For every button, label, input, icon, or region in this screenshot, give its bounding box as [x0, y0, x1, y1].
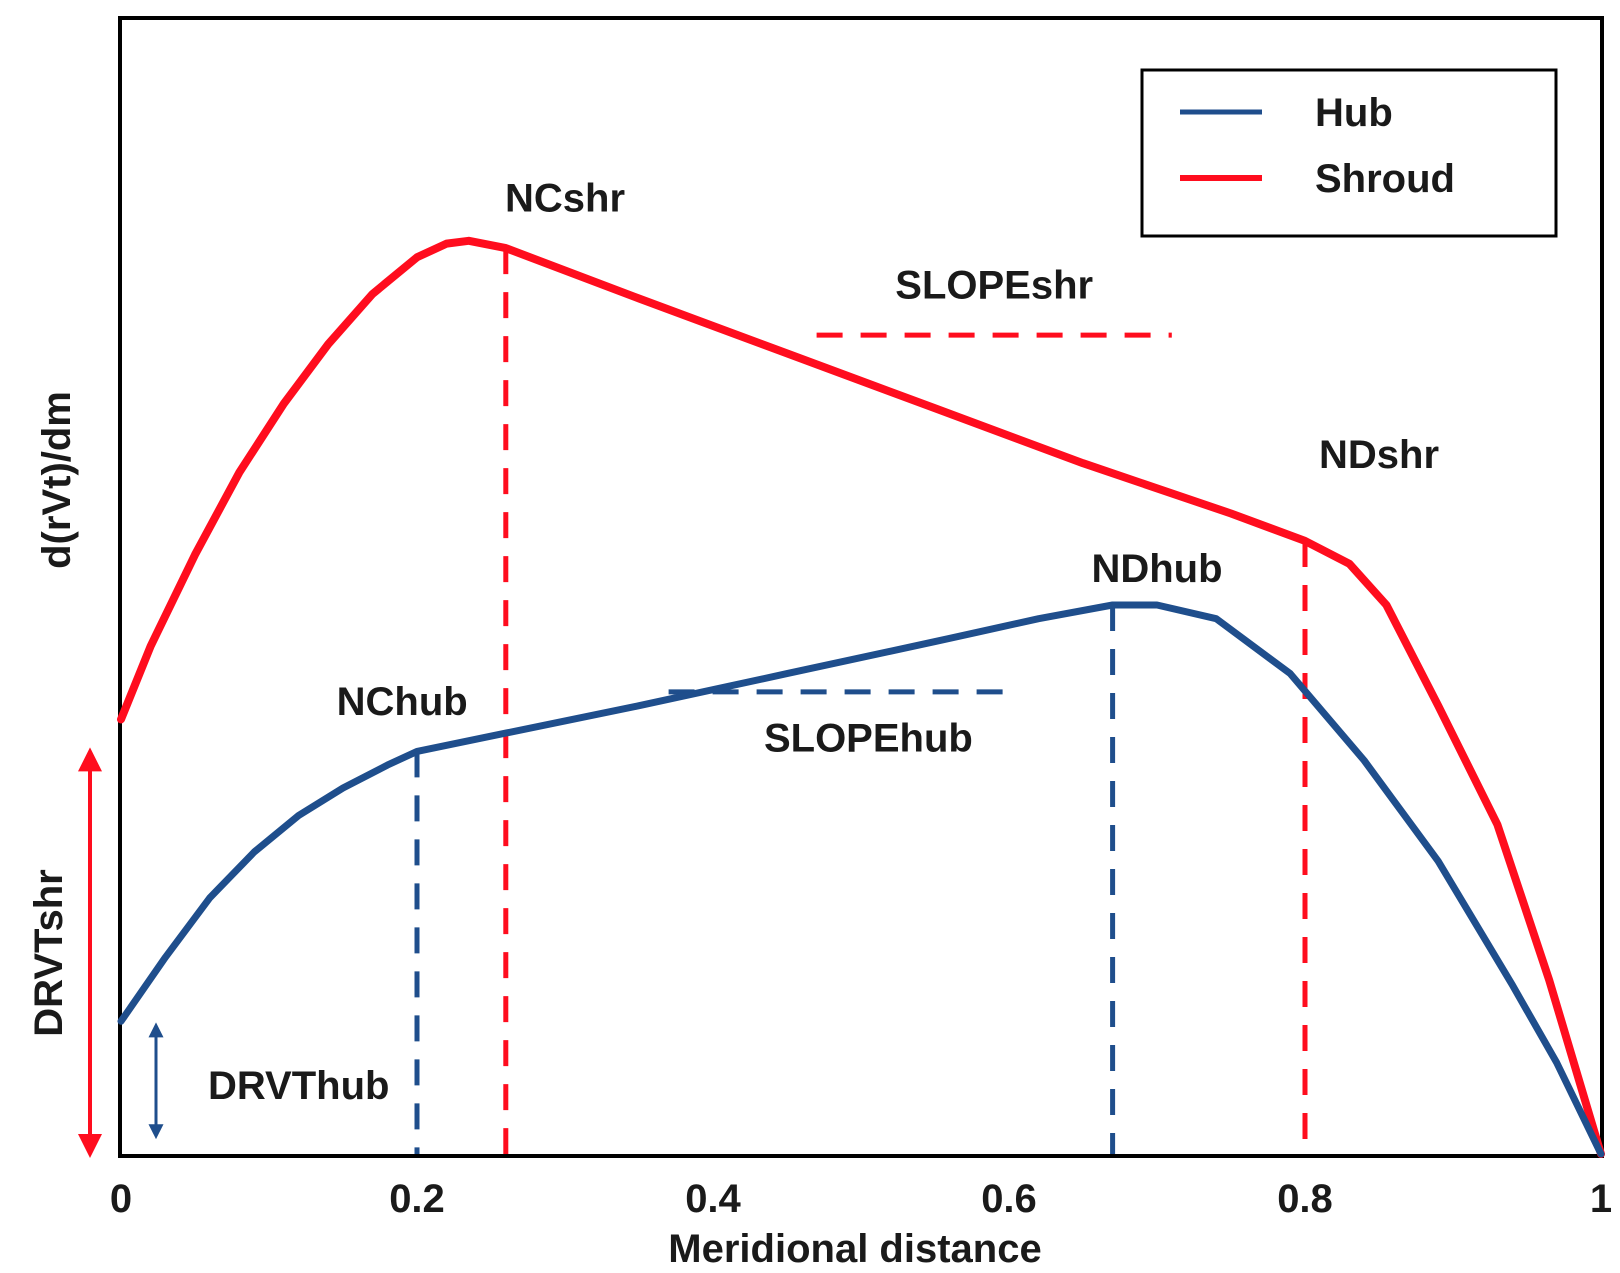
annotation-labels: NCshr NDshr NChub NDhub SLOPEshr SLOPEhub DRVT… [27, 177, 1439, 1158]
x-tick-label: 0.8 [1277, 1177, 1333, 1221]
x-tick-label: 1 [1590, 1177, 1612, 1221]
series-line-hub [117, 601, 1605, 1158]
x-tick-labels: 0 0.2 0.4 0.6 0.8 1 [110, 1177, 1612, 1221]
reference-label-ncshr: NCshr [505, 177, 625, 221]
legend-box [1140, 68, 1558, 238]
slope-label-slopehub: SLOPEhub [764, 716, 973, 760]
y-axis-title: d(rVt)/dm [35, 391, 79, 569]
series-lines [117, 236, 1605, 1158]
magnitude-label-drvtshr: DRVTshr [27, 869, 71, 1036]
x-tick-label: 0.2 [389, 1177, 445, 1221]
reference-label-ndhub: NDhub [1091, 547, 1222, 591]
reference-label-nchub: NChub [337, 680, 468, 724]
reference-label-ndshr: NDshr [1319, 433, 1439, 477]
reference-lines [414, 248, 1308, 1154]
x-tick-label: 0 [110, 1177, 132, 1221]
x-axis-title: Meridional distance [668, 1227, 1041, 1271]
x-tick-label: 0.6 [981, 1177, 1037, 1221]
magnitude-label-drvthub: DRVThub [208, 1064, 389, 1108]
legend-hub-label: Hub [1315, 91, 1393, 135]
legend: Hub Shroud [1140, 68, 1558, 238]
x-tick-label: 0.4 [685, 1177, 741, 1221]
legend-shroud-label: Shroud [1315, 157, 1455, 201]
series-line-shroud [117, 236, 1605, 1158]
plot-frame [118, 16, 1604, 1158]
slope-label-slopeshr: SLOPEshr [895, 263, 1093, 307]
